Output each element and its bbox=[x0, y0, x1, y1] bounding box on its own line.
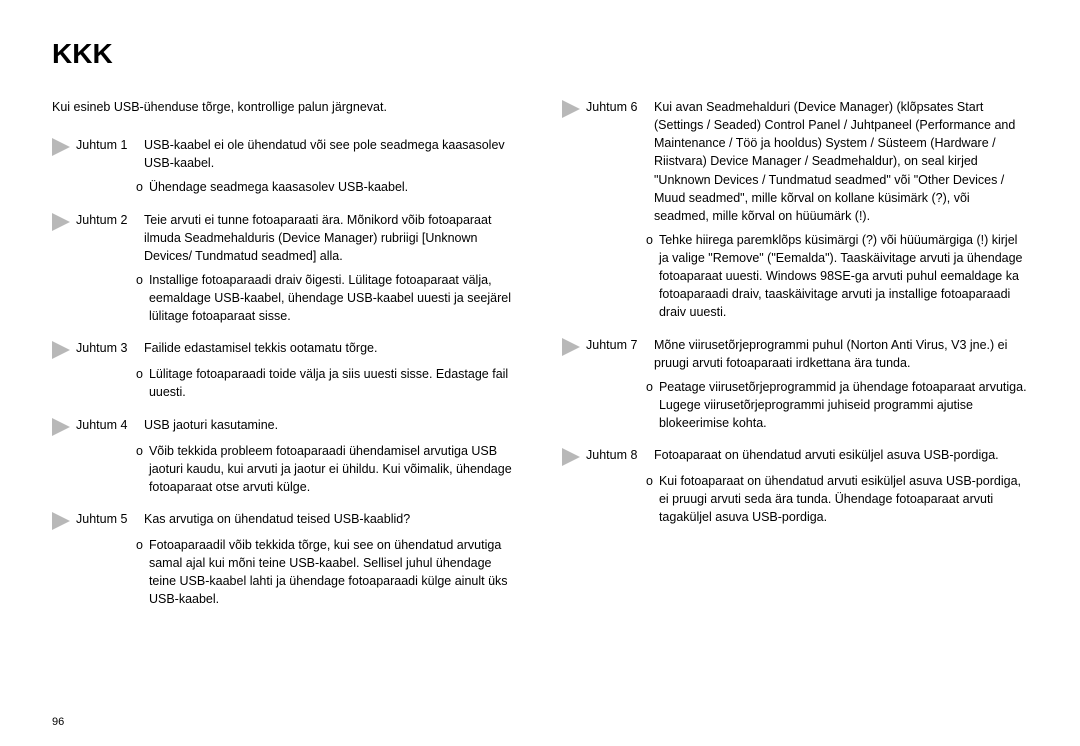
triangle-icon bbox=[562, 448, 580, 466]
case-block: Juhtum 1 USB-kaabel ei ole ühendatud või… bbox=[52, 136, 518, 196]
intro-text: Kui esineb USB-ühenduse tõrge, kontrolli… bbox=[52, 98, 518, 116]
bullet-icon: o bbox=[136, 271, 143, 289]
left-column: Kui esineb USB-ühenduse tõrge, kontrolli… bbox=[52, 98, 518, 622]
case-body: USB jaoturi kasutamine. bbox=[144, 416, 518, 434]
resolution-text: Ühendage seadmega kaasasolev USB-kaabel. bbox=[149, 178, 408, 196]
page-title: KKK bbox=[52, 38, 1028, 70]
bullet-icon: o bbox=[136, 178, 143, 196]
case-body: Mõne viirusetõrjeprogrammi puhul (Norton… bbox=[654, 336, 1028, 372]
resolution-text: Lülitage fotoaparaadi toide välja ja sii… bbox=[149, 365, 518, 401]
triangle-icon bbox=[52, 341, 70, 359]
case-row: Juhtum 5 Kas arvutiga on ühendatud teise… bbox=[52, 510, 518, 530]
case-body: Fotoaparaat on ühendatud arvuti esikülje… bbox=[654, 446, 1028, 464]
bullet-icon: o bbox=[646, 378, 653, 396]
case-row: Juhtum 8 Fotoaparaat on ühendatud arvuti… bbox=[562, 446, 1028, 466]
case-row: Juhtum 6 Kui avan Seadmehalduri (Device … bbox=[562, 98, 1028, 225]
triangle-icon bbox=[562, 100, 580, 118]
triangle-icon bbox=[52, 138, 70, 156]
resolution: o Peatage viirusetõrjeprogrammid ja ühen… bbox=[646, 378, 1028, 432]
case-label: Juhtum 5 bbox=[76, 510, 136, 528]
content-columns: Kui esineb USB-ühenduse tõrge, kontrolli… bbox=[52, 98, 1028, 622]
case-block: Juhtum 5 Kas arvutiga on ühendatud teise… bbox=[52, 510, 518, 609]
case-label: Juhtum 8 bbox=[586, 446, 646, 464]
case-row: Juhtum 4 USB jaoturi kasutamine. bbox=[52, 416, 518, 436]
case-row: Juhtum 1 USB-kaabel ei ole ühendatud või… bbox=[52, 136, 518, 172]
case-body: Kas arvutiga on ühendatud teised USB-kaa… bbox=[144, 510, 518, 528]
resolution: o Tehke hiirega paremklõps küsimärgi (?)… bbox=[646, 231, 1028, 322]
page-number: 96 bbox=[52, 716, 64, 728]
case-body: USB-kaabel ei ole ühendatud või see pole… bbox=[144, 136, 518, 172]
bullet-icon: o bbox=[136, 365, 143, 383]
triangle-icon bbox=[562, 338, 580, 356]
case-label: Juhtum 7 bbox=[586, 336, 646, 354]
right-column: Juhtum 6 Kui avan Seadmehalduri (Device … bbox=[562, 98, 1028, 622]
resolution-text: Peatage viirusetõrjeprogrammid ja ühenda… bbox=[659, 378, 1028, 432]
case-label: Juhtum 6 bbox=[586, 98, 646, 116]
resolution: o Ühendage seadmega kaasasolev USB-kaabe… bbox=[136, 178, 518, 196]
resolution: o Võib tekkida probleem fotoaparaadi ühe… bbox=[136, 442, 518, 496]
page: KKK Kui esineb USB-ühenduse tõrge, kontr… bbox=[0, 0, 1080, 642]
triangle-icon bbox=[52, 213, 70, 231]
case-row: Juhtum 2 Teie arvuti ei tunne fotoaparaa… bbox=[52, 211, 518, 265]
case-label: Juhtum 3 bbox=[76, 339, 136, 357]
bullet-icon: o bbox=[646, 472, 653, 490]
case-block: Juhtum 4 USB jaoturi kasutamine. o Võib … bbox=[52, 416, 518, 496]
resolution-text: Installige fotoaparaadi draiv õigesti. L… bbox=[149, 271, 518, 325]
case-block: Juhtum 3 Failide edastamisel tekkis oota… bbox=[52, 339, 518, 401]
case-body: Teie arvuti ei tunne fotoaparaati ära. M… bbox=[144, 211, 518, 265]
resolution-text: Võib tekkida probleem fotoaparaadi ühend… bbox=[149, 442, 518, 496]
case-block: Juhtum 2 Teie arvuti ei tunne fotoaparaa… bbox=[52, 211, 518, 326]
resolution: o Installige fotoaparaadi draiv õigesti.… bbox=[136, 271, 518, 325]
case-block: Juhtum 8 Fotoaparaat on ühendatud arvuti… bbox=[562, 446, 1028, 526]
case-block: Juhtum 7 Mõne viirusetõrjeprogrammi puhu… bbox=[562, 336, 1028, 433]
bullet-icon: o bbox=[136, 536, 143, 554]
resolution: o Lülitage fotoaparaadi toide välja ja s… bbox=[136, 365, 518, 401]
case-label: Juhtum 1 bbox=[76, 136, 136, 154]
triangle-icon bbox=[52, 418, 70, 436]
triangle-icon bbox=[52, 512, 70, 530]
case-row: Juhtum 3 Failide edastamisel tekkis oota… bbox=[52, 339, 518, 359]
case-body: Kui avan Seadmehalduri (Device Manager) … bbox=[654, 98, 1028, 225]
case-row: Juhtum 7 Mõne viirusetõrjeprogrammi puhu… bbox=[562, 336, 1028, 372]
case-label: Juhtum 2 bbox=[76, 211, 136, 229]
resolution-text: Kui fotoaparaat on ühendatud arvuti esik… bbox=[659, 472, 1028, 526]
case-body: Failide edastamisel tekkis ootamatu tõrg… bbox=[144, 339, 518, 357]
resolution-text: Fotoaparaadil võib tekkida tõrge, kui se… bbox=[149, 536, 518, 609]
case-block: Juhtum 6 Kui avan Seadmehalduri (Device … bbox=[562, 98, 1028, 322]
bullet-icon: o bbox=[646, 231, 653, 249]
resolution: o Kui fotoaparaat on ühendatud arvuti es… bbox=[646, 472, 1028, 526]
case-label: Juhtum 4 bbox=[76, 416, 136, 434]
resolution-text: Tehke hiirega paremklõps küsimärgi (?) v… bbox=[659, 231, 1028, 322]
resolution: o Fotoaparaadil võib tekkida tõrge, kui … bbox=[136, 536, 518, 609]
bullet-icon: o bbox=[136, 442, 143, 460]
